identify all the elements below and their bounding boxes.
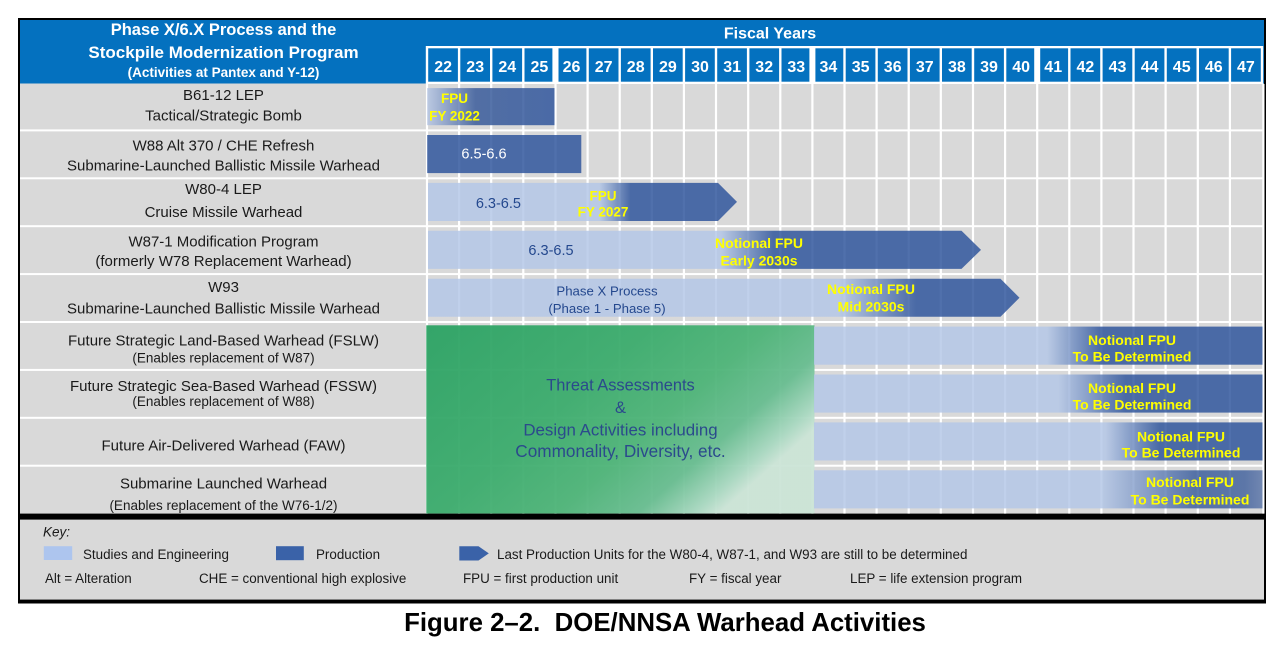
svg-text:Key:: Key:: [43, 525, 70, 540]
svg-text:23: 23: [466, 59, 484, 76]
svg-text:Fiscal Years: Fiscal Years: [724, 25, 816, 42]
svg-text:FY = fiscal year: FY = fiscal year: [689, 571, 782, 586]
svg-text:(Activities at Pantex and Y-12: (Activities at Pantex and Y-12): [128, 65, 320, 80]
svg-text:41: 41: [1044, 59, 1062, 76]
svg-text:Last Production Units for the: Last Production Units for the W80-4, W87…: [497, 547, 967, 562]
svg-text:Studies and Engineering: Studies and Engineering: [83, 547, 229, 562]
svg-text:Notional FPU: Notional FPU: [827, 281, 915, 297]
svg-text:Mid 2030s: Mid 2030s: [838, 299, 905, 315]
svg-text:FY 2027: FY 2027: [578, 205, 629, 220]
svg-text:29: 29: [659, 59, 677, 76]
svg-text:35: 35: [852, 59, 870, 76]
svg-text:24: 24: [498, 59, 516, 76]
svg-text:FPU = first production unit: FPU = first production unit: [463, 571, 618, 586]
svg-text:&: &: [615, 399, 626, 417]
svg-text:38: 38: [948, 59, 966, 76]
svg-text:B61-12 LEP: B61-12 LEP: [183, 87, 264, 104]
svg-text:6.3-6.5: 6.3-6.5: [476, 196, 521, 212]
svg-text:To Be Determined: To Be Determined: [1073, 397, 1192, 413]
svg-text:34: 34: [820, 59, 838, 76]
svg-text:32: 32: [755, 59, 773, 76]
svg-text:Early 2030s: Early 2030s: [720, 253, 797, 269]
svg-text:Phase X Process: Phase X Process: [556, 284, 658, 299]
svg-text:47: 47: [1237, 59, 1255, 76]
svg-text:Future Air-Delivered Warhead (: Future Air-Delivered Warhead (FAW): [102, 438, 346, 455]
svg-text:Future Strategic Land-Based Wa: Future Strategic Land-Based Warhead (FSL…: [68, 333, 379, 350]
svg-text:Design Activities including: Design Activities including: [523, 420, 717, 439]
svg-text:31: 31: [723, 59, 741, 76]
svg-text:W88 Alt 370 / CHE Refresh: W88 Alt 370 / CHE Refresh: [133, 138, 315, 155]
svg-text:(Phase 1 - Phase 5): (Phase 1 - Phase 5): [548, 301, 665, 316]
svg-text:FY 2022: FY 2022: [429, 109, 480, 124]
svg-text:(formerly W78 Replacement Warh: (formerly W78 Replacement Warhead): [95, 253, 351, 270]
svg-text:Submarine Launched Warhead: Submarine Launched Warhead: [120, 476, 327, 493]
svg-text:Alt = Alteration: Alt = Alteration: [45, 571, 132, 586]
svg-text:Notional FPU: Notional FPU: [1088, 380, 1176, 396]
svg-text:22: 22: [434, 59, 452, 76]
svg-text:FPU: FPU: [441, 91, 468, 106]
svg-text:W80-4 LEP: W80-4 LEP: [185, 181, 262, 198]
svg-text:CHE = conventional high explos: CHE = conventional high explosive: [199, 571, 406, 586]
svg-text:W93: W93: [208, 279, 239, 296]
svg-text:Stockpile Modernization Progra: Stockpile Modernization Program: [88, 43, 358, 62]
svg-text:28: 28: [627, 59, 645, 76]
svg-text:(Enables replacement of W87): (Enables replacement of W87): [132, 351, 314, 366]
svg-text:Submarine-Launched Ballistic M: Submarine-Launched Ballistic Missile War…: [67, 158, 380, 175]
svg-text:39: 39: [980, 59, 998, 76]
svg-text:Commonality, Diversity, etc.: Commonality, Diversity, etc.: [515, 441, 725, 461]
svg-text:Notional FPU: Notional FPU: [715, 235, 803, 251]
svg-text:(Enables replacement of W88): (Enables replacement of W88): [132, 394, 314, 409]
svg-text:LEP = life extension program: LEP = life extension program: [850, 571, 1022, 586]
svg-text:44: 44: [1141, 59, 1159, 76]
svg-text:6.3-6.5: 6.3-6.5: [528, 243, 573, 259]
svg-text:25: 25: [531, 59, 549, 76]
svg-text:Submarine-Launched Ballistic M: Submarine-Launched Ballistic Missile War…: [67, 301, 380, 318]
svg-text:43: 43: [1109, 59, 1127, 76]
svg-text:To Be Determined: To Be Determined: [1131, 492, 1250, 508]
svg-text:W87-1 Modification Program: W87-1 Modification Program: [128, 234, 318, 251]
svg-text:36: 36: [884, 59, 902, 76]
svg-text:Notional FPU: Notional FPU: [1146, 474, 1234, 490]
svg-text:Cruise Missile Warhead: Cruise Missile Warhead: [145, 204, 303, 221]
svg-text:Notional FPU: Notional FPU: [1088, 332, 1176, 348]
svg-text:46: 46: [1205, 59, 1223, 76]
svg-text:To Be Determined: To Be Determined: [1073, 349, 1192, 365]
svg-text:27: 27: [595, 59, 613, 76]
svg-text:Phase X/6.X Process and the: Phase X/6.X Process and the: [111, 21, 337, 39]
svg-text:Notional FPU: Notional FPU: [1137, 428, 1225, 444]
svg-text:37: 37: [916, 59, 934, 76]
svg-text:Figure 2–2. DOE/NNSA Warhead: Figure 2–2. DOE/NNSA Warhead Activities: [404, 609, 926, 637]
svg-text:Tactical/Strategic Bomb: Tactical/Strategic Bomb: [145, 108, 302, 125]
svg-text:26: 26: [563, 59, 581, 76]
svg-text:45: 45: [1173, 59, 1191, 76]
svg-text:Threat Assessments: Threat Assessments: [546, 376, 694, 394]
svg-text:Production: Production: [316, 547, 380, 562]
svg-text:Future Strategic Sea-Based War: Future Strategic Sea-Based Warhead (FSSW…: [70, 378, 377, 395]
svg-text:40: 40: [1012, 59, 1030, 76]
svg-text:33: 33: [787, 59, 805, 76]
svg-text:To Be Determined: To Be Determined: [1122, 445, 1241, 461]
svg-text:6.5-6.6: 6.5-6.6: [461, 146, 506, 162]
svg-text:42: 42: [1077, 59, 1095, 76]
svg-text:(Enables replacement of the W7: (Enables replacement of the W76-1/2): [109, 498, 337, 513]
svg-text:30: 30: [691, 59, 709, 76]
svg-text:FPU: FPU: [590, 188, 617, 203]
